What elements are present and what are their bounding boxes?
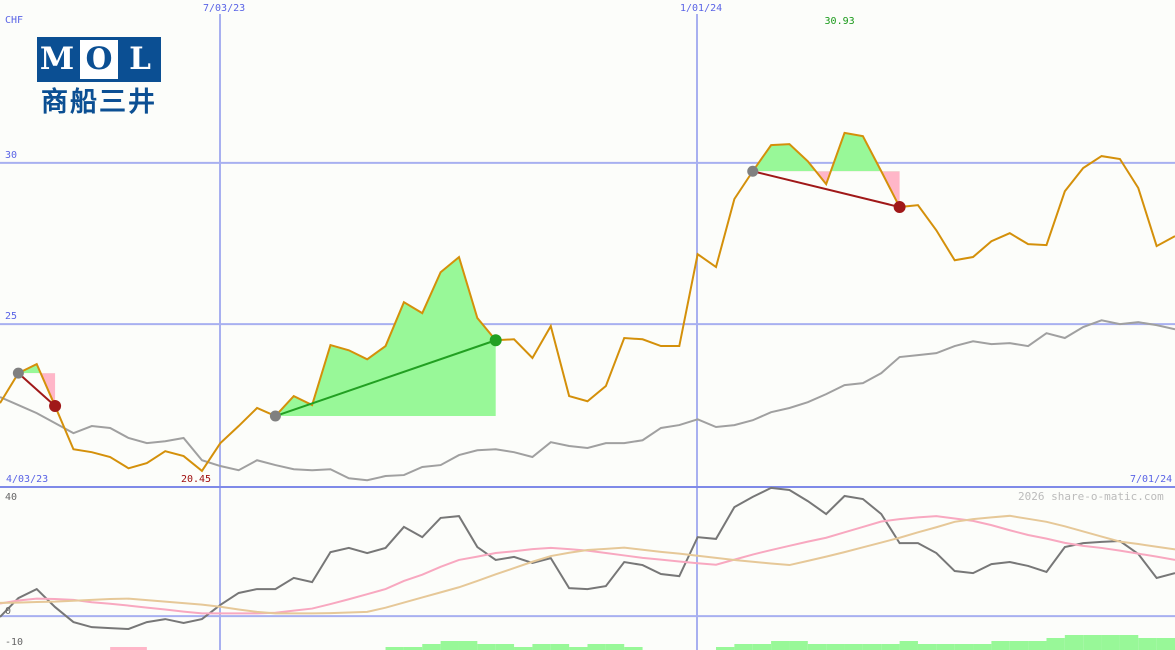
osc-tick-label-40: 40 bbox=[5, 492, 18, 503]
x-tick-label-jul-2023: 7/03/23 bbox=[203, 3, 246, 14]
osc-tick-label-minus-10: -10 bbox=[5, 637, 24, 648]
trade-entry-marker bbox=[12, 367, 24, 379]
trade-line bbox=[752, 170, 900, 209]
logo-kanji: 商船三井 bbox=[41, 87, 157, 118]
histogram-bar bbox=[899, 641, 918, 650]
trade-gain-area bbox=[752, 132, 900, 172]
histogram-bar bbox=[128, 647, 147, 650]
histogram-bar bbox=[789, 641, 808, 650]
histogram-bar bbox=[110, 647, 129, 650]
histogram-bar bbox=[1046, 638, 1065, 650]
histogram-bar bbox=[936, 644, 955, 650]
histogram-bar bbox=[514, 647, 533, 650]
histogram-bar bbox=[826, 644, 845, 650]
histogram-bar bbox=[862, 644, 882, 650]
osc-tick-label-0: 0 bbox=[5, 606, 12, 618]
histogram-bar bbox=[569, 647, 588, 650]
signal-slow-line bbox=[0, 514, 1175, 615]
price-line bbox=[0, 131, 1175, 473]
y-tick-label-25: 25 bbox=[5, 311, 18, 323]
histogram-bar bbox=[550, 644, 570, 650]
signal-fast-line bbox=[0, 515, 1175, 615]
histogram-bar bbox=[1138, 638, 1157, 650]
watermark: 2026 share-o-matic.com bbox=[1018, 490, 1164, 503]
trade-loss-area bbox=[752, 171, 900, 208]
logo-letter-o: O bbox=[80, 40, 118, 79]
start-date-label: 4/03/23 bbox=[6, 474, 49, 485]
trade-exit-gain-marker bbox=[489, 334, 502, 347]
trade-exit-loss-marker bbox=[893, 201, 906, 214]
histogram-bar bbox=[1028, 641, 1047, 650]
histogram-bar bbox=[954, 644, 974, 650]
histogram-bar bbox=[495, 644, 515, 650]
histogram-bar bbox=[716, 647, 735, 650]
x-tick-label-jan-2024: 1/01/24 bbox=[680, 3, 723, 14]
trade-line bbox=[275, 339, 497, 417]
histogram-bar bbox=[1083, 635, 1102, 650]
end-date-label: 7/01/24 bbox=[1130, 474, 1173, 485]
histogram-bar bbox=[1009, 641, 1029, 650]
histogram-bar bbox=[624, 647, 643, 650]
histogram-bar bbox=[973, 644, 992, 650]
histogram-bar bbox=[734, 644, 753, 650]
histogram-bar bbox=[844, 644, 863, 650]
histogram-bar bbox=[917, 644, 937, 650]
histogram-bar bbox=[1064, 635, 1084, 650]
histogram-bar bbox=[403, 647, 423, 650]
min-price-label: 20.45 bbox=[180, 474, 212, 485]
trade-exit-loss-marker bbox=[49, 400, 62, 413]
momentum-line bbox=[0, 486, 1175, 630]
logo-letter-l: L bbox=[129, 41, 151, 77]
trade-entry-marker bbox=[747, 165, 759, 177]
histogram-bar bbox=[458, 641, 478, 650]
histogram-bar bbox=[1156, 638, 1175, 650]
histogram-bar bbox=[385, 647, 404, 650]
histogram-bar bbox=[440, 641, 459, 650]
moving-average-line bbox=[0, 319, 1175, 482]
trade-line bbox=[17, 372, 56, 407]
trade-loss-area bbox=[18, 373, 56, 407]
y-tick-label-30: 30 bbox=[5, 149, 18, 161]
max-price-label: 30.93 bbox=[824, 16, 855, 27]
histogram-bar bbox=[422, 644, 441, 650]
trade-gain-area bbox=[18, 364, 56, 374]
histogram-bar bbox=[881, 644, 900, 650]
logo-letter-m: M bbox=[39, 41, 75, 77]
histogram-bar bbox=[605, 644, 625, 650]
histogram-bar bbox=[1119, 635, 1139, 650]
histogram-bar bbox=[807, 644, 827, 650]
trade-entry-marker bbox=[269, 410, 281, 422]
histogram-bar bbox=[991, 641, 1010, 650]
histogram-bar bbox=[477, 644, 496, 650]
histogram-bar bbox=[771, 641, 790, 650]
company-logo: M O L 商船三井 bbox=[37, 37, 161, 119]
histogram-bar bbox=[1101, 635, 1120, 650]
trade-gain-area bbox=[275, 257, 496, 417]
histogram-bar bbox=[752, 644, 772, 650]
currency-label: CHF bbox=[5, 15, 24, 26]
histogram-bar bbox=[587, 644, 606, 650]
histogram-bar bbox=[532, 644, 551, 650]
